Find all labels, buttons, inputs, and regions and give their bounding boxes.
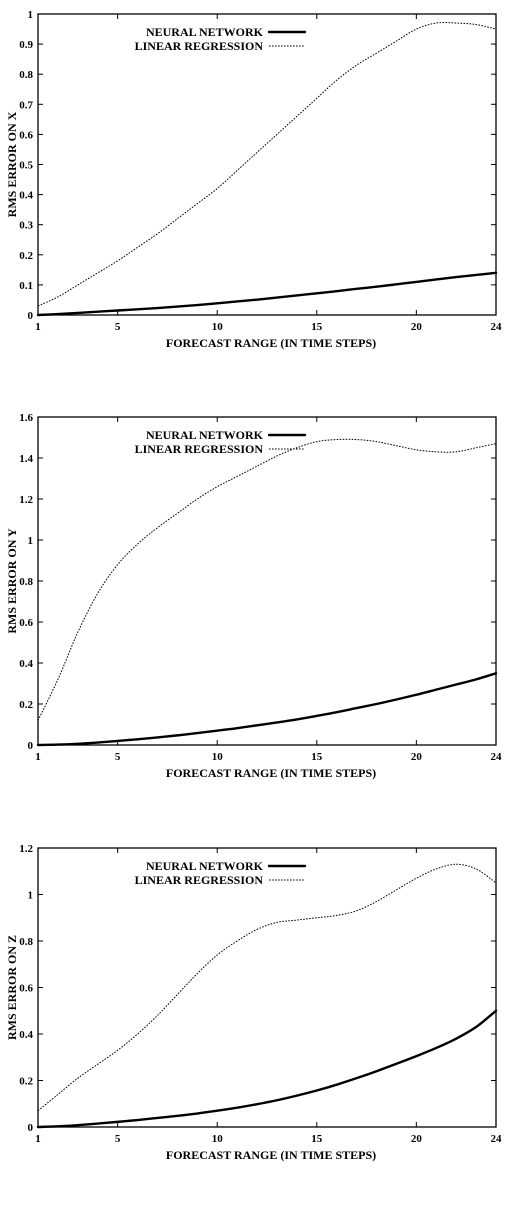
y-tick-label: 0.6 (19, 983, 33, 995)
y-tick-label: 0.2 (19, 1076, 33, 1088)
y-tick-label: 0.3 (19, 220, 33, 232)
y-tick-label: 1.2 (19, 494, 33, 506)
y-tick-label: 0 (28, 310, 34, 322)
x-tick-label: 15 (311, 1133, 323, 1145)
x-tick-label: 10 (212, 1133, 224, 1145)
y-tick-label: 1 (28, 9, 34, 21)
y-tick-label: 0.8 (19, 576, 33, 588)
y-tick-label: 0.7 (19, 99, 33, 111)
x-tick-label: 5 (115, 751, 121, 763)
x-tick-label: 1 (35, 751, 41, 763)
x-axis-label: FORECAST RANGE (IN TIME STEPS) (166, 766, 376, 780)
legend-label: NEURAL NETWORK (146, 859, 264, 873)
neural-network-line (36, 271, 498, 317)
linear-regression-line (37, 438, 497, 721)
y-axis-label: RMS ERROR ON Y (5, 528, 19, 634)
y-tick-label: 0.8 (19, 936, 33, 948)
x-tick-label: 20 (411, 321, 423, 333)
y-tick-label: 1.4 (19, 453, 33, 465)
x-tick-label: 24 (491, 751, 503, 763)
y-tick-label: 1.6 (19, 412, 33, 424)
y-tick-label: 0.4 (19, 190, 33, 202)
y-tick-label: 0.4 (19, 1029, 33, 1041)
x-tick-label: 20 (411, 1133, 423, 1145)
y-tick-label: 0.1 (19, 280, 33, 292)
x-tick-label: 1 (35, 1133, 41, 1145)
y-tick-label: 0.2 (19, 699, 33, 711)
x-tick-label: 24 (491, 1133, 503, 1145)
y-tick-label: 0.2 (19, 250, 33, 262)
y-tick-label: 0 (28, 1122, 34, 1134)
x-tick-label: 5 (115, 321, 121, 333)
neural-network-line (36, 1009, 498, 1129)
y-tick-label: 0 (28, 740, 34, 752)
plot-frame (37, 416, 497, 746)
y-axis-label: RMS ERROR ON X (5, 111, 19, 217)
y-tick-label: 0.6 (19, 617, 33, 629)
linear-regression-line (37, 863, 497, 1112)
x-tick-label: 5 (115, 1133, 121, 1145)
y-tick-label: 1.2 (19, 843, 33, 855)
legend-label: LINEAR REGRESSION (135, 39, 264, 53)
y-tick-label: 1 (28, 890, 34, 902)
plot-frame (37, 847, 497, 1128)
chart-panel-1: 00.10.20.30.40.50.60.70.80.911 5 10 15 20 24F… (5, 9, 502, 350)
y-tick-label: 0.4 (19, 658, 33, 670)
linear-regression-line (37, 22, 497, 307)
plot-frame (37, 13, 497, 316)
y-tick-label: 1 (28, 535, 34, 547)
legend-label: LINEAR REGRESSION (135, 873, 264, 887)
neural-network-line (36, 672, 498, 747)
y-tick-label: 0.8 (19, 69, 33, 81)
legend-label: NEURAL NETWORK (146, 428, 264, 442)
x-tick-label: 24 (491, 321, 503, 333)
x-axis-label: FORECAST RANGE (IN TIME STEPS) (166, 1148, 376, 1162)
x-axis-label: FORECAST RANGE (IN TIME STEPS) (166, 336, 376, 350)
y-axis-label: RMS ERROR ON Z (5, 935, 19, 1040)
legend-label: LINEAR REGRESSION (135, 442, 264, 456)
y-tick-label: 0.5 (19, 160, 33, 172)
legend-label: NEURAL NETWORK (146, 25, 264, 39)
x-tick-label: 1 (35, 321, 41, 333)
x-tick-label: 10 (212, 321, 224, 333)
x-tick-label: 15 (311, 751, 323, 763)
x-tick-label: 15 (311, 321, 323, 333)
x-tick-label: 20 (411, 751, 423, 763)
chart-panel-2: 00.20.40.60.811.21.41.61 5 10 15 20 24FORECAS… (5, 412, 502, 780)
y-tick-label: 0.6 (19, 129, 33, 141)
x-tick-label: 10 (212, 751, 224, 763)
y-tick-label: 0.9 (19, 39, 33, 51)
